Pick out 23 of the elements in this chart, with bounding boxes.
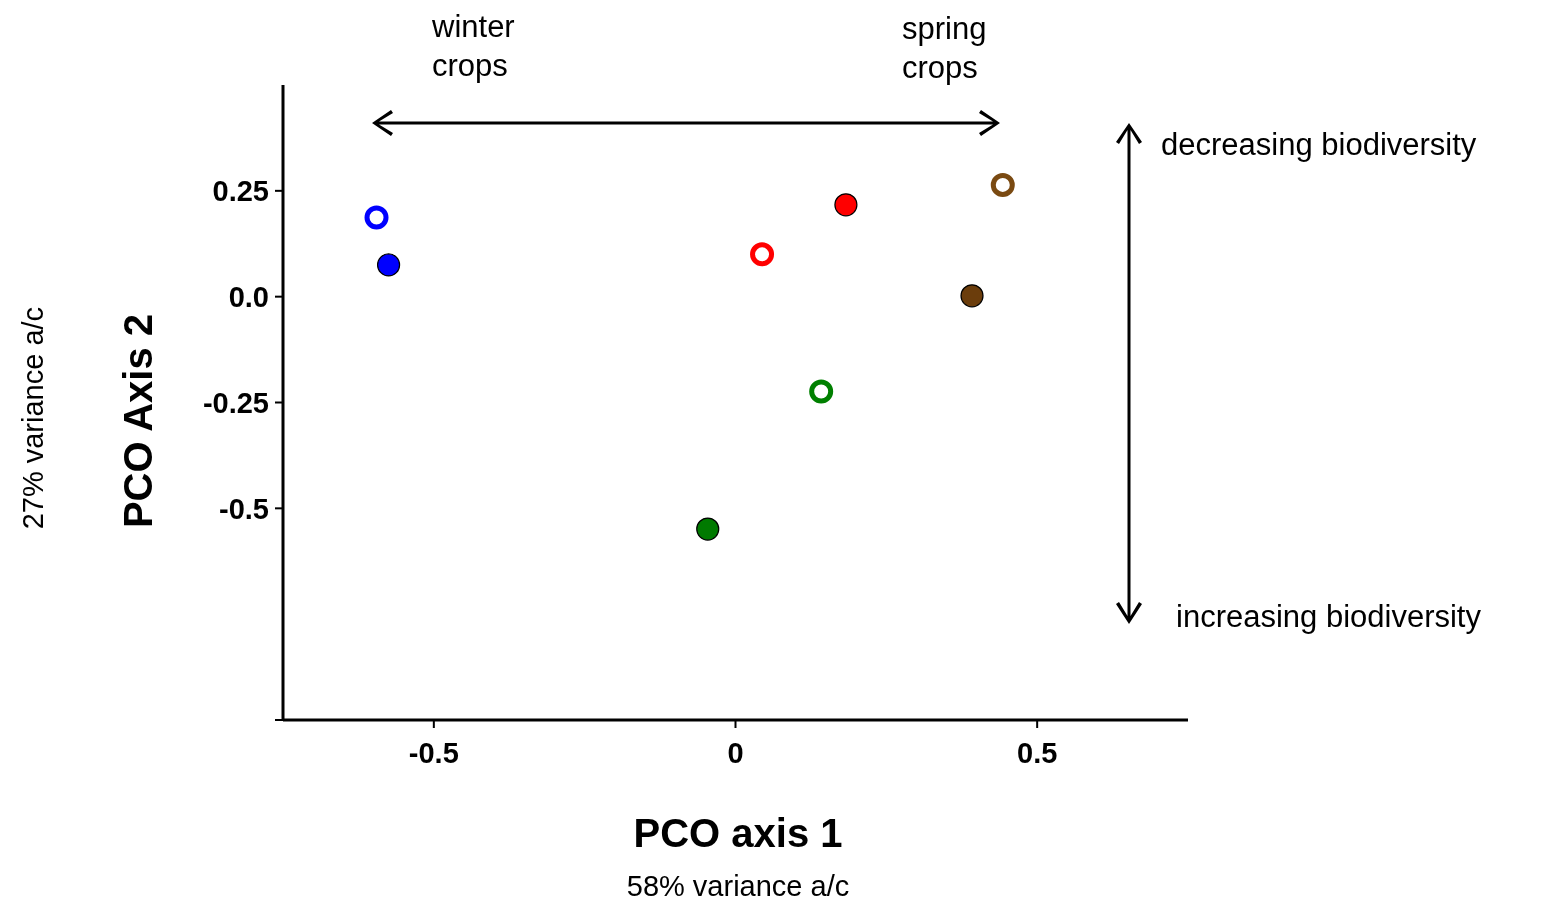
x-tick-label: -0.5: [408, 736, 459, 769]
point: [834, 193, 858, 217]
y-tick-label: -0.5: [219, 492, 269, 525]
point: [750, 242, 775, 267]
point: [990, 172, 1015, 197]
y-tick-label: 0.25: [212, 175, 269, 208]
point: [376, 253, 401, 277]
x-tick-label: 0: [727, 736, 744, 769]
text: spring crops: [902, 10, 987, 87]
y-axis-title: PCO Axis 2: [115, 312, 161, 531]
y-tick-label: -0.25: [202, 386, 269, 419]
x-tick-label: 0.5: [1017, 736, 1058, 769]
text: winter crops: [432, 8, 515, 85]
y-tick-label: 0.0: [228, 280, 269, 313]
point: [809, 379, 834, 404]
x-axis-title: PCO axis 1: [632, 810, 844, 857]
text: 27% variance a/c: [15, 305, 50, 532]
text: 58% variance a/c: [625, 869, 851, 901]
point: [364, 205, 389, 230]
point: [696, 517, 720, 541]
annotation: decreasing biodiversity: [1161, 126, 1477, 164]
point: [960, 284, 984, 308]
annotation: increasing biodiversity: [1176, 598, 1481, 636]
